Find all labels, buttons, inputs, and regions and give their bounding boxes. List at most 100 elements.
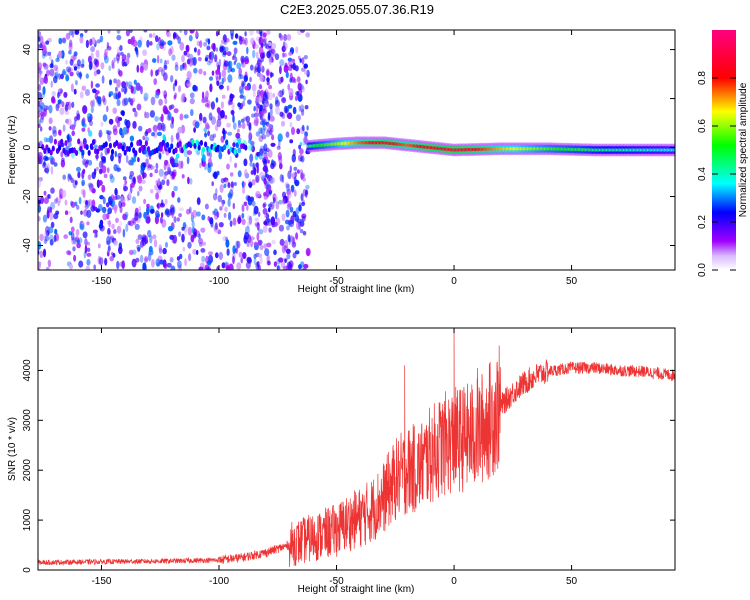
noise-cell xyxy=(264,182,269,190)
y-tick-label: 0 xyxy=(22,144,33,150)
weak-ridge-cell xyxy=(53,138,58,145)
noise-cell xyxy=(215,47,219,52)
noise-cell xyxy=(249,76,252,83)
noise-cell xyxy=(159,259,164,265)
noise-cell xyxy=(306,69,310,78)
noise-cell xyxy=(296,76,301,83)
noise-cell xyxy=(254,217,259,222)
noise-cell xyxy=(81,179,86,186)
noise-cell xyxy=(212,193,218,201)
snr-frame xyxy=(37,327,676,571)
noise-cell xyxy=(62,68,66,76)
noise-cell xyxy=(285,71,289,79)
noise-cell xyxy=(50,59,54,67)
noise-cell xyxy=(243,201,248,207)
noise-cell xyxy=(71,130,75,137)
noise-cell xyxy=(273,261,277,267)
noise-cell xyxy=(258,46,264,56)
noise-cell xyxy=(303,63,309,69)
weak-ridge-cell xyxy=(159,145,163,152)
noise-cell xyxy=(143,235,149,245)
noise-cell xyxy=(149,110,155,118)
noise-cell xyxy=(260,127,266,135)
noise-cell xyxy=(249,153,254,163)
noise-cell xyxy=(143,96,148,102)
noise-cell xyxy=(286,34,292,41)
noise-cell xyxy=(236,262,242,270)
noise-cell xyxy=(263,158,267,167)
noise-cell xyxy=(295,91,299,96)
noise-cell xyxy=(180,160,184,169)
noise-cell xyxy=(38,83,41,91)
noise-cell xyxy=(115,194,121,200)
noise-cell xyxy=(286,204,292,211)
y-tick-label: 2000 xyxy=(22,459,33,482)
noise-cell xyxy=(238,214,242,220)
noise-cell xyxy=(121,260,125,270)
noise-cell xyxy=(186,81,192,88)
noise-cell xyxy=(108,91,114,96)
noise-cell xyxy=(144,257,148,264)
noise-cell xyxy=(161,90,167,95)
colorbar: 0.0 0.2 0.4 0.6 0.8 Normalized spectral ampl… xyxy=(697,30,749,277)
noise-cell xyxy=(300,193,304,201)
noise-cell xyxy=(42,53,46,59)
noise-cell xyxy=(265,30,271,35)
noise-cell xyxy=(124,214,128,221)
noise-cell xyxy=(241,212,245,219)
noise-cell xyxy=(269,201,275,210)
noise-cell xyxy=(258,30,263,35)
noise-cell xyxy=(67,101,72,110)
noise-cell xyxy=(163,59,167,69)
noise-cell xyxy=(237,147,242,154)
noise-cell xyxy=(221,39,225,45)
noise-cell xyxy=(227,99,231,106)
noise-cell xyxy=(279,65,282,75)
noise-cell xyxy=(88,183,94,192)
noise-cell xyxy=(44,235,50,242)
noise-cell xyxy=(229,172,234,177)
noise-cell xyxy=(51,96,56,104)
noise-cell xyxy=(287,200,292,210)
noise-cell xyxy=(142,49,148,56)
noise-cell xyxy=(218,151,223,160)
noise-cell xyxy=(43,197,49,204)
noise-cell xyxy=(291,126,295,136)
noise-cell xyxy=(182,246,186,252)
noise-cell xyxy=(49,234,54,242)
noise-cell xyxy=(115,217,119,223)
weak-ridge-cell xyxy=(58,144,62,151)
weak-ridge-cell xyxy=(79,145,83,152)
noise-cell xyxy=(214,222,218,230)
noise-cell xyxy=(242,80,245,90)
noise-cell xyxy=(72,179,78,189)
noise-cell xyxy=(246,120,250,127)
noise-cell xyxy=(120,132,125,139)
noise-cell xyxy=(185,44,190,53)
noise-cell xyxy=(146,203,150,209)
noise-cell xyxy=(120,195,124,203)
noise-cell xyxy=(87,55,92,64)
noise-cell xyxy=(283,245,289,252)
noise-cell xyxy=(220,178,225,184)
noise-cell xyxy=(248,138,252,144)
noise-cell xyxy=(262,166,268,172)
noise-cell xyxy=(235,247,239,255)
noise-cell xyxy=(66,66,71,73)
noise-cell xyxy=(42,86,46,95)
noise-cell xyxy=(165,241,168,248)
noise-cell xyxy=(292,236,296,245)
noise-cell xyxy=(40,126,43,132)
noise-cell xyxy=(201,255,206,263)
noise-cell xyxy=(255,131,260,137)
noise-cell xyxy=(87,159,93,166)
noise-cell xyxy=(49,206,53,213)
noise-cell xyxy=(61,101,65,108)
noise-cell xyxy=(183,149,189,158)
noise-cell xyxy=(119,205,123,214)
noise-cell xyxy=(262,38,267,47)
noise-cell xyxy=(118,246,123,255)
noise-cell xyxy=(145,217,148,222)
noise-cell xyxy=(174,64,179,72)
noise-cell xyxy=(173,185,178,192)
